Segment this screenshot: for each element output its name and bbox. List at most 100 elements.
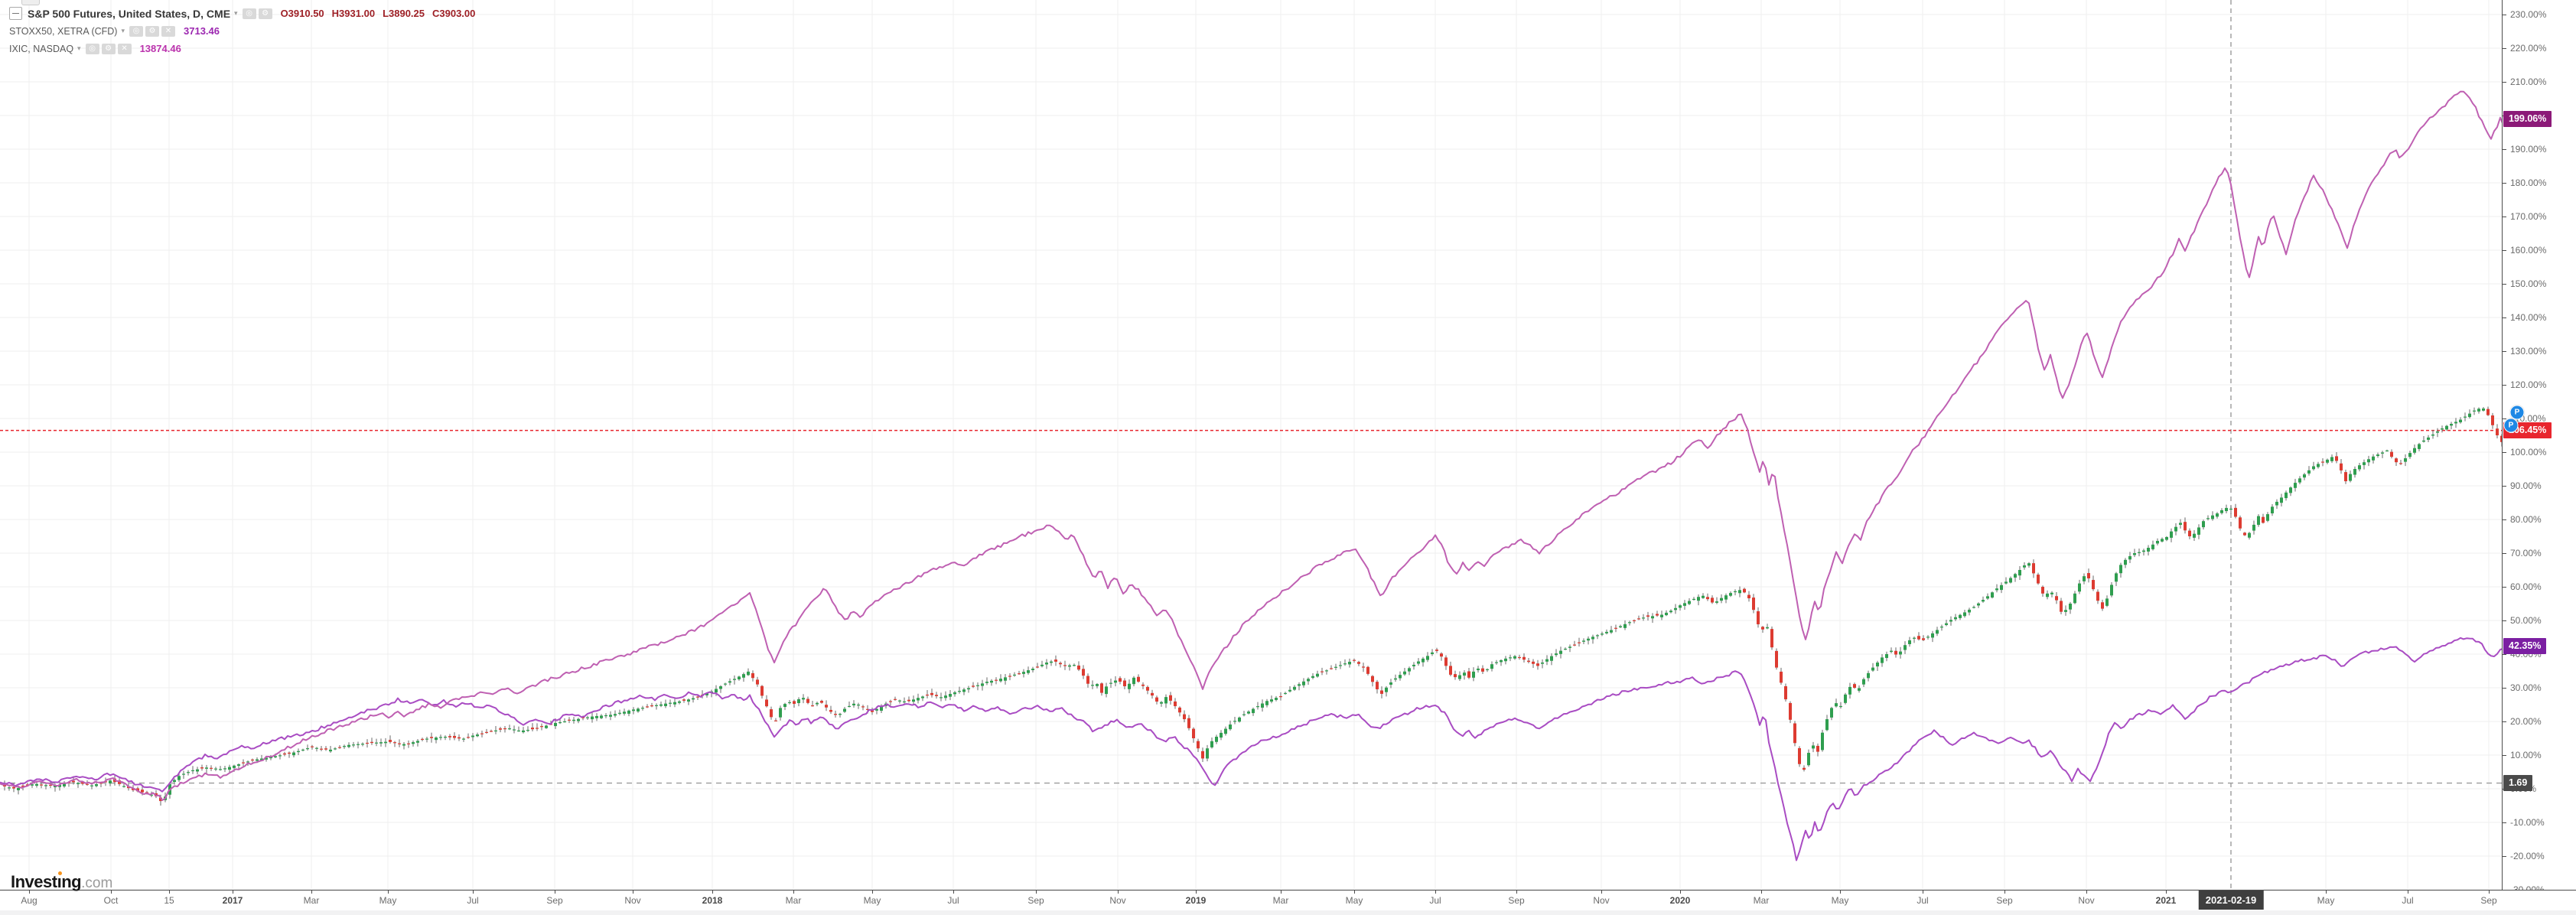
candle-body bbox=[1720, 598, 1723, 601]
candle-body bbox=[1715, 601, 1718, 603]
gear-icon[interactable]: ⚙ bbox=[101, 43, 116, 54]
time-axis[interactable]: Aug Oct 15 2017 Mar May Jul Sep Nov 2018 Mar May Jul… bbox=[0, 890, 2576, 911]
chevron-down-icon[interactable]: ▾ bbox=[77, 44, 81, 52]
candle-body bbox=[444, 737, 447, 738]
candle-body bbox=[1210, 741, 1213, 747]
compare-line-2[interactable] bbox=[0, 90, 2502, 801]
candle-body bbox=[591, 716, 594, 720]
symbol-title[interactable]: S&P 500 Futures, United States, D, CME bbox=[28, 7, 231, 20]
candle-body bbox=[1183, 714, 1186, 720]
legend-compare-row-ixic[interactable]: IXIC, NASDAQ ▾ ◎ ⚙ ✕ 13874.46 bbox=[9, 40, 483, 57]
candle-body bbox=[384, 741, 387, 744]
x-axis-label: Sep bbox=[1027, 895, 1044, 906]
chevron-down-icon[interactable]: ▾ bbox=[234, 9, 238, 17]
candle-body bbox=[848, 705, 851, 708]
candle-body bbox=[1812, 745, 1815, 749]
collapse-icon[interactable] bbox=[9, 7, 22, 20]
position-marker-icon[interactable]: P bbox=[2509, 405, 2525, 420]
candle-body bbox=[416, 741, 419, 743]
legend-compare-row-stoxx50[interactable]: STOXX50, XETRA (CFD) ▾ ◎ ⚙ ✕ 3713.46 bbox=[9, 22, 483, 40]
candle-body bbox=[2156, 541, 2159, 544]
candle-body bbox=[875, 708, 878, 711]
candle-body bbox=[1261, 703, 1264, 708]
candle-body bbox=[357, 744, 360, 745]
candle-body bbox=[861, 706, 865, 708]
candle-body bbox=[2138, 552, 2141, 553]
hollow-circle-icon[interactable]: ◎ bbox=[129, 25, 143, 37]
crosshair-date-badge: 2021-02-19 bbox=[2198, 891, 2264, 910]
candle-body bbox=[2239, 517, 2242, 529]
candle-body bbox=[2317, 464, 2320, 467]
y-axis-label: 210.00% bbox=[2510, 77, 2547, 87]
close-icon[interactable]: ✕ bbox=[117, 43, 132, 54]
candle-body bbox=[1128, 683, 1131, 689]
x-axis-label: Aug bbox=[21, 895, 37, 906]
chevron-down-icon[interactable]: ▾ bbox=[121, 27, 125, 34]
candle-body bbox=[2115, 573, 2118, 582]
candle-body bbox=[1789, 702, 1792, 720]
position-marker-icon[interactable]: P bbox=[2503, 418, 2519, 433]
candle-body bbox=[2353, 469, 2356, 475]
y-axis-label: 160.00% bbox=[2510, 245, 2547, 256]
candle-body bbox=[705, 693, 708, 695]
candle-body bbox=[1073, 665, 1076, 666]
compare-symbol-name[interactable]: IXIC, NASDAQ bbox=[9, 43, 74, 54]
candle-body bbox=[2285, 492, 2288, 499]
candle-body bbox=[912, 699, 915, 702]
candle-body bbox=[1949, 620, 1952, 622]
candle-body bbox=[2041, 587, 2044, 594]
compare-line-1[interactable] bbox=[0, 637, 2502, 861]
hollow-circle-icon[interactable]: ◎ bbox=[242, 8, 256, 19]
candle-body bbox=[1743, 588, 1746, 593]
gear-icon[interactable]: ⚙ bbox=[258, 8, 272, 19]
candle-body bbox=[2197, 527, 2200, 535]
close-icon[interactable]: ✕ bbox=[161, 25, 175, 37]
candle-body bbox=[2454, 422, 2457, 424]
y-axis-label: 30.00% bbox=[2510, 682, 2542, 693]
candle-body bbox=[2179, 523, 2182, 526]
candle-body bbox=[1858, 688, 1861, 691]
toolbar-handle-tab[interactable] bbox=[21, 0, 40, 5]
candle-body bbox=[2046, 593, 2049, 598]
x-axis-label: Jul bbox=[947, 895, 959, 906]
candle-body bbox=[265, 757, 268, 760]
candle-body bbox=[1256, 706, 1259, 708]
candle-body bbox=[1986, 596, 1989, 599]
candle-body bbox=[2289, 487, 2292, 493]
candle-body bbox=[292, 752, 295, 756]
gear-icon[interactable]: ⚙ bbox=[145, 25, 159, 37]
candle-body bbox=[2133, 553, 2136, 555]
candle-body bbox=[49, 784, 52, 786]
open-value: O3910.50 bbox=[280, 8, 324, 19]
candle-body bbox=[1614, 627, 1617, 629]
candle-body bbox=[81, 782, 84, 784]
candle-body bbox=[95, 784, 98, 786]
candle-body bbox=[2151, 544, 2154, 549]
candle-body bbox=[1220, 732, 1223, 738]
candle-body bbox=[173, 780, 176, 783]
candle-body bbox=[462, 738, 465, 740]
candle-body bbox=[2170, 531, 2173, 538]
hollow-circle-icon[interactable]: ◎ bbox=[85, 43, 99, 54]
candle-body bbox=[370, 741, 373, 744]
price-axis[interactable]: -30.00%-20.00%-10.00%0.00%10.00%20.00%30… bbox=[2502, 0, 2576, 895]
candle-body bbox=[421, 738, 424, 741]
candle-body bbox=[2395, 458, 2398, 463]
candle-body bbox=[1247, 711, 1250, 714]
candle-body bbox=[2450, 424, 2453, 426]
candle-body bbox=[1477, 668, 1480, 670]
price-chart-canvas[interactable] bbox=[0, 0, 2502, 890]
legend-main-row[interactable]: S&P 500 Futures, United States, D, CME ▾… bbox=[9, 5, 483, 22]
candle-body bbox=[485, 731, 488, 733]
candle-body bbox=[1890, 650, 1893, 653]
candle-body bbox=[31, 784, 34, 786]
compare-symbol-name[interactable]: STOXX50, XETRA (CFD) bbox=[9, 25, 118, 37]
x-axis-label: 15 bbox=[164, 895, 174, 906]
y-axis-label: 170.00% bbox=[2510, 211, 2547, 222]
candle-body bbox=[1904, 645, 1907, 650]
candle-body bbox=[802, 698, 805, 700]
candle-body bbox=[439, 737, 442, 738]
candle-body bbox=[40, 784, 43, 786]
candle-body bbox=[783, 704, 786, 708]
candle-body bbox=[1633, 620, 1636, 621]
